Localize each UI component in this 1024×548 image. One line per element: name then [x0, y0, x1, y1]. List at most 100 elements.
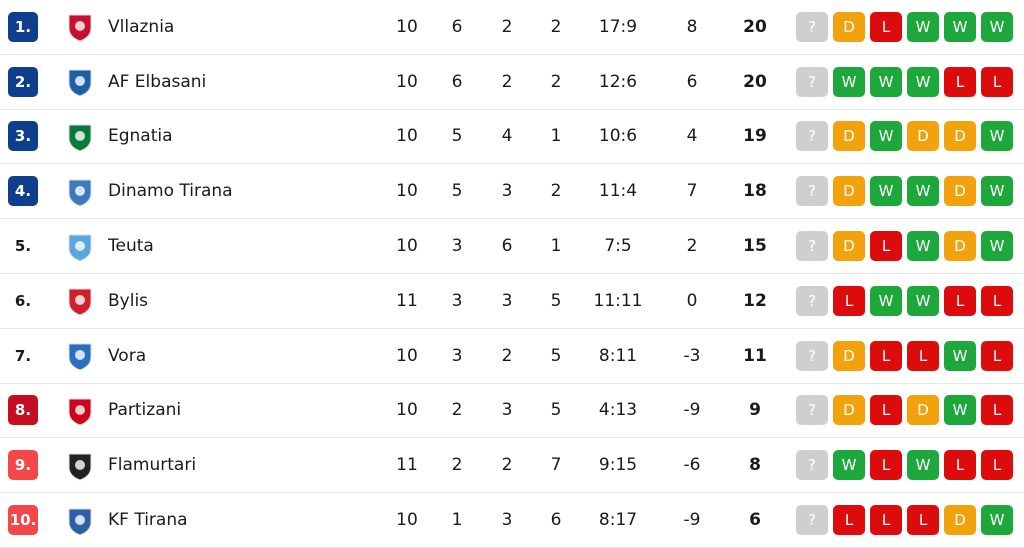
form-badge: ?: [796, 11, 828, 42]
points: 18: [743, 181, 767, 202]
form-badge: D: [833, 176, 865, 207]
rank: 4.: [8, 176, 38, 207]
table-row: 2. AF Elbasani 10 6 2 2 12:6 6 20? W W W L L: [0, 55, 1024, 110]
team-name: Partizani: [108, 400, 182, 421]
form-badge: W: [870, 121, 902, 152]
team-name: KF Tirana: [108, 510, 188, 531]
losses: 5: [550, 345, 562, 366]
draws: 2: [501, 16, 513, 37]
form-badge: L: [981, 395, 1013, 426]
rank: 2.: [8, 66, 38, 97]
points: 20: [743, 71, 767, 92]
form-badge: W: [907, 11, 939, 42]
goal-diff: 4: [686, 126, 698, 147]
draws: 3: [501, 290, 513, 311]
form-badge: W: [870, 285, 902, 316]
form-badge: W: [944, 340, 976, 371]
team-logo: [68, 179, 92, 207]
form-badge: W: [833, 66, 865, 97]
form-badge: D: [833, 11, 865, 42]
goals: 8:11: [598, 345, 638, 366]
played: 10: [396, 126, 418, 147]
goal-diff: 0: [686, 290, 698, 311]
draws: 4: [501, 126, 513, 147]
goal-diff: 6: [686, 71, 698, 92]
draws: 2: [501, 71, 513, 92]
form-badge: L: [981, 66, 1013, 97]
played: 11: [396, 290, 418, 311]
team-logo: [68, 343, 92, 371]
played: 10: [396, 71, 418, 92]
wins: 1: [451, 510, 463, 531]
form-badge: ?: [796, 450, 828, 481]
losses: 5: [550, 290, 562, 311]
form-badge: W: [907, 66, 939, 97]
form-badge: D: [907, 121, 939, 152]
table-row: 8. Partizani 10 2 3 5 4:13 -9 9? D L D W L: [0, 384, 1024, 439]
played: 10: [396, 181, 418, 202]
table-row: 6. Bylis 11 3 3 5 11:11 0 12? L W W L L: [0, 274, 1024, 329]
points: 8: [749, 455, 761, 476]
form-badge: L: [944, 285, 976, 316]
points: 15: [743, 236, 767, 257]
form-badge: D: [944, 231, 976, 262]
goal-diff: 7: [686, 181, 698, 202]
draws: 3: [501, 181, 513, 202]
played: 10: [396, 510, 418, 531]
goals: 7:5: [604, 236, 632, 257]
team-name: Dinamo Tirana: [108, 181, 233, 202]
points: 12: [743, 290, 767, 311]
table-row: 10. KF Tirana 10 1 3 6 8:17 -9 6? L L L D W: [0, 493, 1024, 548]
form-badge: W: [907, 450, 939, 481]
draws: 3: [501, 510, 513, 531]
draws: 2: [501, 345, 513, 366]
goals: 8:17: [598, 510, 638, 531]
form-badge: W: [981, 11, 1013, 42]
team-name: Flamurtari: [108, 455, 197, 476]
losses: 1: [550, 126, 562, 147]
points: 6: [749, 510, 761, 531]
form-badge: W: [907, 285, 939, 316]
form-badge: L: [833, 285, 865, 316]
points: 9: [749, 400, 761, 421]
form-badge: W: [870, 176, 902, 207]
form-badge: L: [870, 340, 902, 371]
form-badge: ?: [796, 231, 828, 262]
team-logo: [68, 288, 92, 316]
wins: 5: [451, 126, 463, 147]
form-badge: W: [870, 66, 902, 97]
form-badge: W: [907, 231, 939, 262]
form-badge: L: [944, 450, 976, 481]
team-logo: [68, 69, 92, 97]
goal-diff: -6: [683, 455, 701, 476]
form-badge: D: [907, 395, 939, 426]
played: 10: [396, 400, 418, 421]
rank: 9.: [8, 450, 38, 481]
team-name: Vllaznia: [108, 16, 175, 37]
form-badge: W: [944, 11, 976, 42]
form-badge: ?: [796, 176, 828, 207]
form-badge: L: [833, 505, 865, 536]
rank: 7.: [14, 346, 32, 365]
losses: 5: [550, 400, 562, 421]
draws: 3: [501, 400, 513, 421]
form-badge: W: [981, 121, 1013, 152]
losses: 1: [550, 236, 562, 257]
goals: 17:9: [598, 16, 638, 37]
form-badge: ?: [796, 66, 828, 97]
wins: 2: [451, 400, 463, 421]
losses: 6: [550, 510, 562, 531]
form-badge: W: [833, 450, 865, 481]
form-badge: L: [907, 505, 939, 536]
wins: 2: [451, 455, 463, 476]
form-badge: ?: [796, 121, 828, 152]
goals: 4:13: [598, 400, 638, 421]
table-row: 1. Vllaznia 10 6 2 2 17:9 8 20? D L W W W: [0, 0, 1024, 55]
goals: 9:15: [598, 455, 638, 476]
form-badge: ?: [796, 340, 828, 371]
form-badge: W: [981, 505, 1013, 536]
team-logo: [68, 234, 92, 262]
form-badge: L: [944, 66, 976, 97]
form-badge: D: [833, 340, 865, 371]
